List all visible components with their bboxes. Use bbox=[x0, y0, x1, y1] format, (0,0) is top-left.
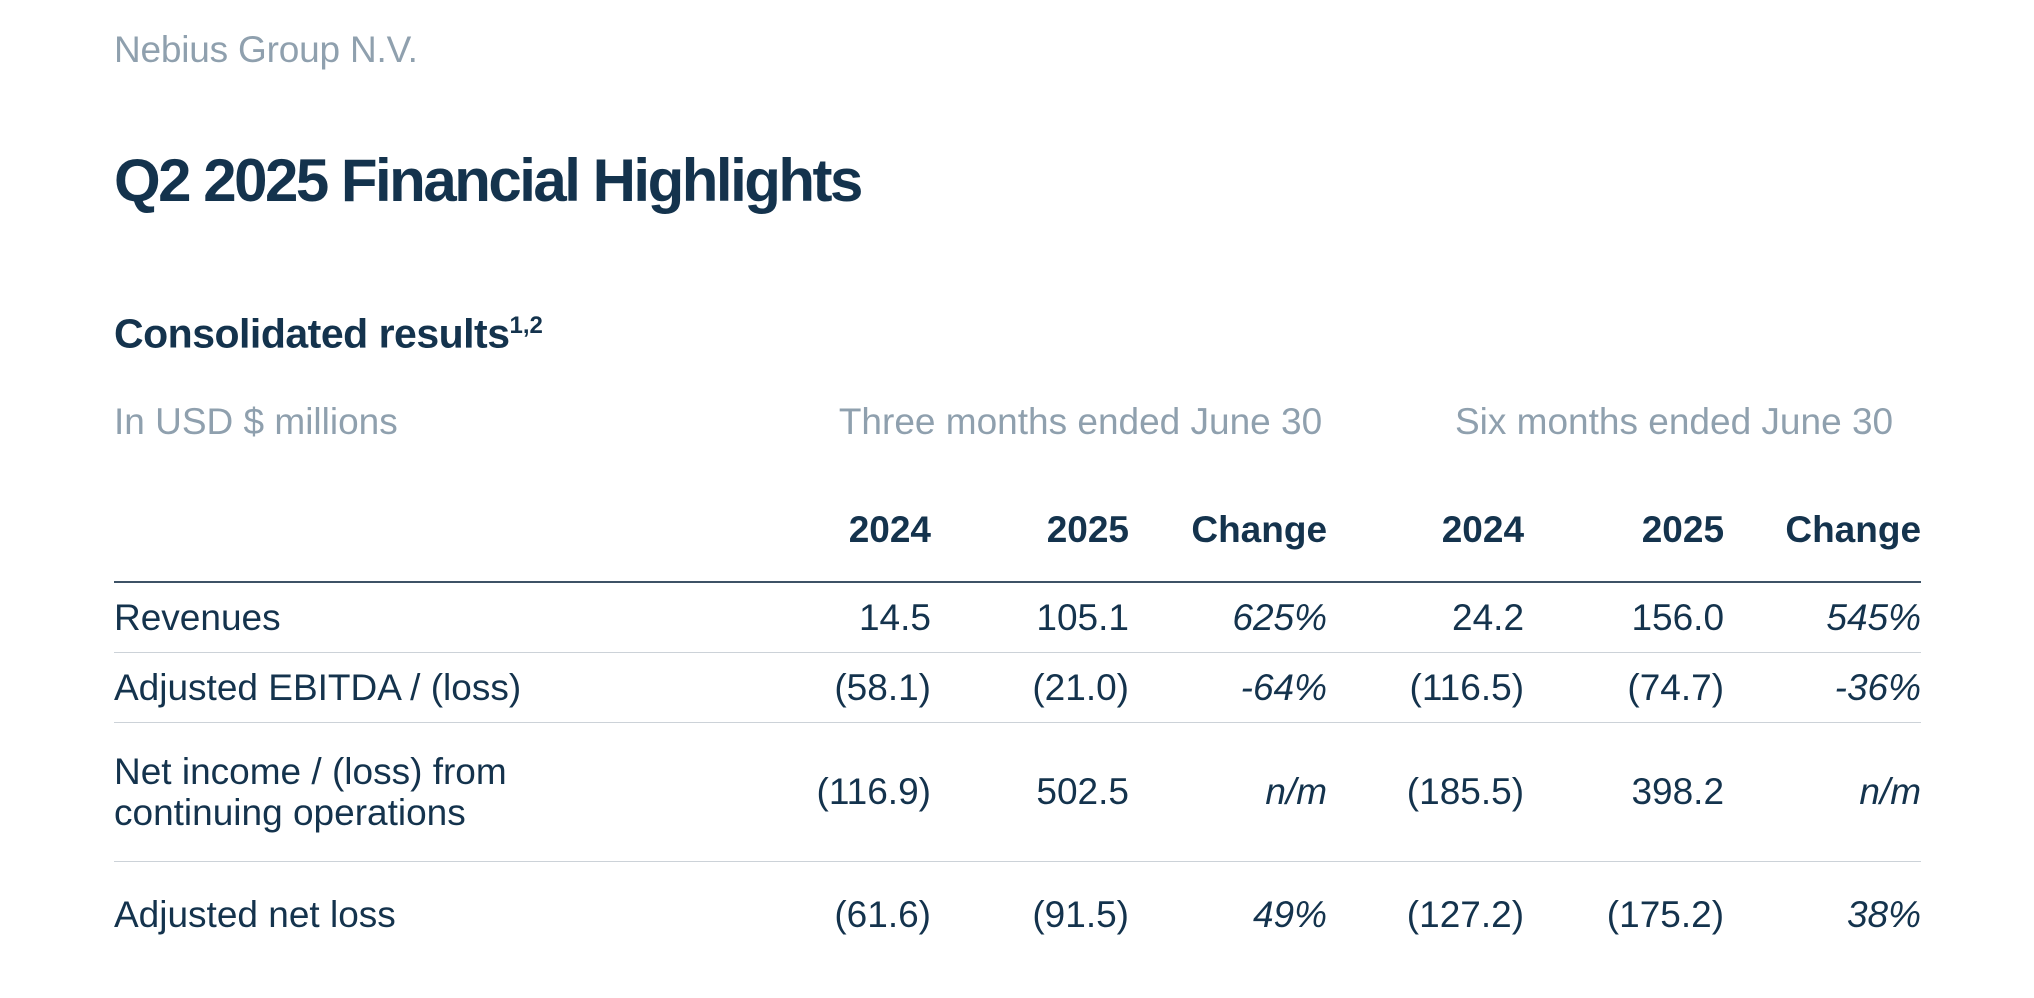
cell-value: 105.1 bbox=[931, 581, 1129, 653]
cell-value: (185.5) bbox=[1327, 722, 1525, 862]
table-row-revenues: Revenues 14.5 105.1 625% 24.2 156.0 545% bbox=[114, 581, 1922, 653]
table-row-adjusted-ebitda: Adjusted EBITDA / (loss) (58.1) (21.0) -… bbox=[114, 652, 1922, 723]
cell-value: (175.2) bbox=[1606, 893, 1725, 935]
col-group-three-months: Three months ended June 30 bbox=[838, 400, 1323, 442]
cell-value: 398.2 bbox=[1524, 722, 1725, 862]
cell-change: 49% bbox=[1252, 893, 1328, 935]
cell-change: n/m bbox=[1129, 722, 1328, 862]
cell-value: (21.0) bbox=[931, 652, 1129, 723]
cell-value: (58.1) bbox=[734, 652, 931, 723]
group-header-row: In USD $ millions Three months ended Jun… bbox=[114, 401, 1921, 442]
page-title: Q2 2025 Financial Highlights bbox=[114, 147, 863, 214]
table-row-net-income: Net income / (loss) from continuing oper… bbox=[114, 722, 1922, 862]
cell-value: (116.5) bbox=[1327, 652, 1525, 723]
cell-change: n/m bbox=[1724, 722, 1922, 862]
consolidated-results-table: In USD $ millions Three months ended Jun… bbox=[114, 401, 1922, 955]
cell-value: 156.0 bbox=[1524, 581, 1725, 653]
section-title: Consolidated results bbox=[114, 310, 510, 357]
col-header-6m-2025: 2025 bbox=[1524, 441, 1725, 583]
row-label: Adjusted EBITDA / (loss) bbox=[114, 652, 734, 723]
col-header-3m-change: Change bbox=[1129, 441, 1328, 583]
footnote-superscript: 1,2 bbox=[509, 312, 543, 339]
cell-value: (116.9) bbox=[734, 722, 931, 862]
row-label: Net income / (loss) from continuing oper… bbox=[114, 722, 734, 862]
cell-value: 14.5 bbox=[734, 581, 931, 653]
cell-change: 625% bbox=[1129, 581, 1328, 653]
col-group-six-months: Six months ended June 30 bbox=[1454, 400, 1894, 442]
col-header-3m-2025: 2025 bbox=[931, 441, 1129, 583]
row-label: Adjusted net loss bbox=[114, 893, 396, 935]
section-heading: Consolidated results1,2 bbox=[114, 300, 1921, 360]
cell-change: 38% bbox=[1846, 893, 1922, 935]
cell-value: 502.5 bbox=[931, 722, 1129, 862]
cell-change: -36% bbox=[1724, 652, 1922, 723]
col-header-3m-2024: 2024 bbox=[734, 441, 931, 583]
cell-change: -64% bbox=[1129, 652, 1328, 723]
column-header-row: 2024 2025 Change 2024 2025 Change bbox=[114, 441, 1922, 583]
company-name: Nebius Group N.V. bbox=[114, 29, 418, 70]
cell-value: 24.2 bbox=[1327, 581, 1525, 653]
column-header-spacer bbox=[114, 441, 734, 583]
cell-value: (61.6) bbox=[834, 893, 931, 935]
cell-value: (74.7) bbox=[1524, 652, 1725, 723]
units-label: In USD $ millions bbox=[114, 400, 398, 442]
row-label: Revenues bbox=[114, 581, 734, 653]
table-row-adjusted-net-loss: Adjusted net loss (61.6) (91.5) 49% (127… bbox=[114, 861, 1921, 955]
col-header-6m-change: Change bbox=[1724, 441, 1922, 583]
cell-value: (91.5) bbox=[1032, 893, 1129, 935]
col-header-6m-2024: 2024 bbox=[1327, 441, 1525, 583]
cell-change: 545% bbox=[1724, 581, 1922, 653]
cell-value: (127.2) bbox=[1406, 893, 1525, 935]
